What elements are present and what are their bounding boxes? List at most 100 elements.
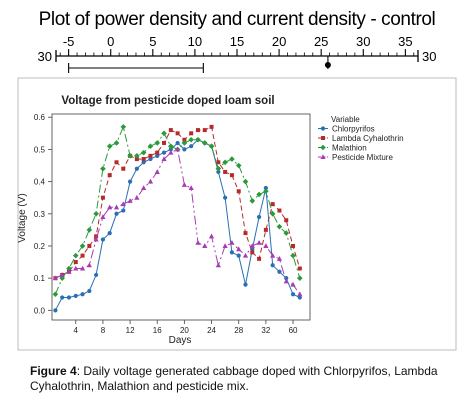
data-point	[134, 166, 139, 171]
legend-swatch-marker	[320, 126, 326, 131]
data-point	[107, 204, 113, 210]
data-point	[235, 162, 242, 169]
data-point	[256, 191, 262, 198]
series-pesticide-mixture	[52, 146, 303, 297]
x-tick-label: 24	[207, 326, 216, 335]
data-point	[263, 188, 269, 195]
series-chlorpyrifos	[53, 137, 302, 313]
data-point	[134, 157, 139, 162]
ruler-end-label-right: 30	[422, 49, 436, 64]
data-point	[121, 166, 126, 171]
data-point	[229, 239, 235, 245]
data-point	[127, 153, 133, 159]
data-point	[147, 178, 154, 184]
y-tick-label: 0.0	[34, 306, 46, 315]
data-point	[155, 153, 160, 158]
ruler-marker-dot	[324, 62, 331, 68]
data-point	[73, 293, 78, 298]
legend-swatch-marker	[320, 154, 326, 159]
data-point	[175, 131, 180, 136]
data-point	[222, 159, 228, 166]
y-tick-label: 0.1	[34, 274, 46, 283]
legend-swatch-marker	[320, 144, 326, 151]
data-point	[100, 237, 106, 242]
data-point	[121, 208, 126, 213]
data-point	[113, 204, 120, 210]
data-point	[223, 195, 228, 200]
data-point	[168, 128, 173, 133]
data-point	[236, 246, 242, 252]
data-point	[73, 260, 78, 265]
data-point	[223, 169, 228, 174]
data-point	[161, 156, 167, 162]
data-point	[94, 234, 99, 239]
data-point	[195, 239, 201, 245]
ruler-tick-label: 25	[314, 34, 328, 49]
data-point	[243, 282, 248, 287]
data-point	[175, 140, 180, 146]
data-point	[127, 179, 133, 184]
data-point	[87, 288, 92, 294]
x-tick-label: 12	[126, 326, 135, 335]
legend-title: Variable	[331, 115, 360, 124]
data-point	[140, 149, 147, 156]
data-point	[79, 265, 86, 271]
data-point	[154, 169, 160, 174]
y-tick-label: 0.5	[34, 145, 46, 154]
data-point	[215, 262, 221, 268]
legend-entry: Malathion	[332, 144, 367, 153]
data-point	[93, 236, 99, 242]
legend-entry: Chlorpyrifos	[332, 125, 375, 134]
data-point	[181, 140, 188, 146]
data-point	[134, 153, 140, 159]
data-point	[229, 173, 234, 178]
data-point	[60, 295, 65, 300]
data-point	[168, 143, 174, 149]
data-point	[52, 291, 59, 298]
ruler: 30 30 -5 0 5 10 15 20 25 30 35	[38, 34, 436, 73]
data-point	[188, 185, 194, 191]
data-point	[53, 308, 58, 313]
data-point	[155, 150, 160, 155]
ruler-tick-label: 5	[149, 34, 156, 49]
x-tick-label: 4	[74, 326, 79, 335]
data-point	[182, 137, 187, 142]
data-point	[113, 140, 120, 146]
data-point	[209, 124, 214, 129]
data-point	[80, 253, 85, 258]
data-point	[236, 189, 241, 194]
data-point	[201, 140, 208, 146]
data-point	[161, 130, 167, 137]
data-point	[86, 262, 92, 268]
data-point	[216, 160, 221, 165]
data-point	[175, 146, 181, 152]
data-point	[229, 250, 235, 255]
data-point	[189, 144, 194, 149]
data-point	[263, 185, 268, 191]
ruler-tick-label: 15	[230, 34, 244, 49]
data-point	[202, 243, 208, 248]
data-point	[250, 250, 255, 255]
data-point	[100, 195, 105, 200]
figure-caption: Figure 4: Daily voltage generated cabbag…	[30, 364, 450, 394]
chart-panel	[17, 77, 457, 351]
data-point	[284, 218, 289, 223]
x-tick-label: 32	[261, 326, 270, 335]
data-point	[263, 227, 268, 232]
data-point	[59, 272, 65, 277]
data-point	[162, 140, 167, 145]
data-point	[168, 149, 174, 155]
data-point	[270, 202, 275, 207]
legend-swatch-marker	[321, 136, 325, 140]
ruler-tick-label: -5	[63, 34, 75, 49]
data-point	[208, 143, 215, 149]
data-point	[277, 208, 282, 213]
x-tick-label: 20	[180, 326, 189, 335]
x-axis-label: Days	[169, 335, 192, 346]
data-point	[188, 136, 194, 143]
data-point	[263, 243, 269, 248]
data-point	[148, 156, 153, 162]
